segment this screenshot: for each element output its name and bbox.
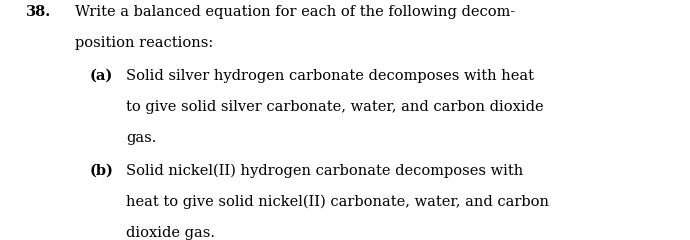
Text: (a): (a) xyxy=(90,69,113,83)
Text: Solid silver hydrogen carbonate decomposes with heat: Solid silver hydrogen carbonate decompos… xyxy=(126,69,534,83)
Text: position reactions:: position reactions: xyxy=(75,36,213,50)
Text: 38.: 38. xyxy=(26,5,52,19)
Text: heat to give solid nickel(II) carbonate, water, and carbon: heat to give solid nickel(II) carbonate,… xyxy=(126,194,549,209)
Text: (b): (b) xyxy=(90,164,114,178)
Text: dioxide gas.: dioxide gas. xyxy=(126,226,215,240)
Text: to give solid silver carbonate, water, and carbon dioxide: to give solid silver carbonate, water, a… xyxy=(126,100,544,114)
Text: Write a balanced equation for each of the following decom-: Write a balanced equation for each of th… xyxy=(75,5,515,19)
Text: Solid nickel(II) hydrogen carbonate decomposes with: Solid nickel(II) hydrogen carbonate deco… xyxy=(126,163,524,178)
Text: gas.: gas. xyxy=(126,131,157,145)
